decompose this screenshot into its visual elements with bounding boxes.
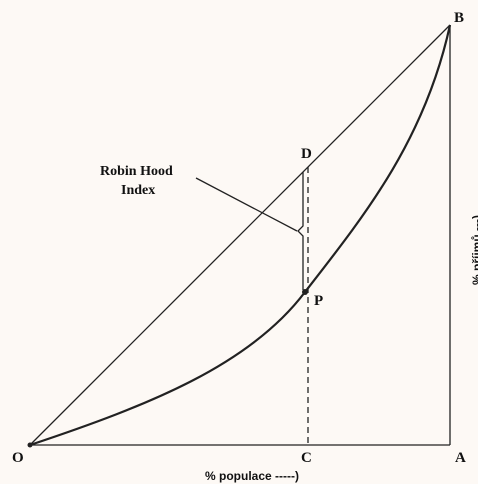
label-b: B xyxy=(454,10,464,26)
bracket xyxy=(297,172,304,290)
annotation-line2: Index xyxy=(121,183,155,198)
pointer-line xyxy=(195,177,298,232)
label-c: C xyxy=(301,450,312,466)
x-axis-label: % populace -----) xyxy=(205,469,299,483)
point-o-dot xyxy=(27,442,33,448)
label-p: P xyxy=(314,293,323,309)
label-o: O xyxy=(12,450,24,466)
equality-line xyxy=(29,24,451,446)
label-a: A xyxy=(455,450,466,466)
annotation-line1: Robin Hood xyxy=(100,164,173,179)
y-axis-label: % příjmů ---) xyxy=(470,215,478,285)
point-p-dot xyxy=(302,289,308,295)
label-d: D xyxy=(301,146,312,162)
